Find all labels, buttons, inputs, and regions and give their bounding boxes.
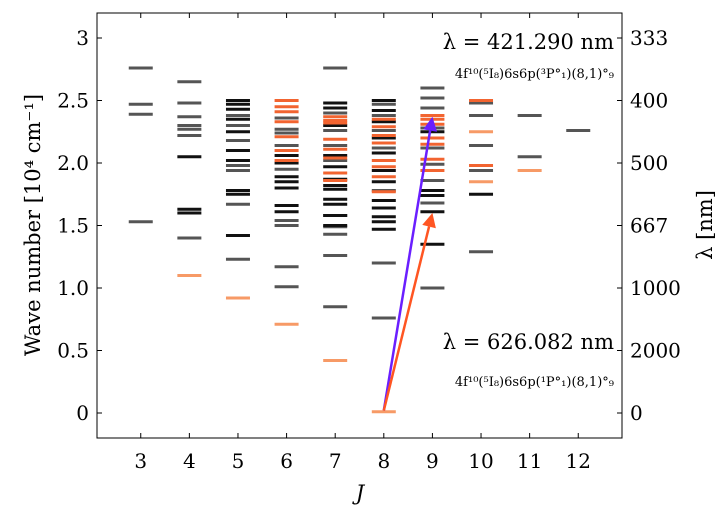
y-tick-label: 1.5 bbox=[57, 214, 89, 238]
y2-tick-label: 500 bbox=[630, 151, 668, 175]
purple-configuration-label: 4f¹⁰(⁵I₈)6s6p(³P°₁)(8,1)°₉ bbox=[455, 67, 614, 82]
x-tick-label: 4 bbox=[183, 449, 196, 473]
secondary-y-axis-label: λ [nm] bbox=[693, 190, 717, 260]
transition-arrow-line-purple bbox=[382, 130, 432, 411]
x-axis-label: J bbox=[352, 481, 366, 505]
red-configuration-label: 4f¹⁰(⁵I₈)6s6p(¹P°₁)(8,1)°₉ bbox=[455, 375, 614, 390]
transition-arrow-line-red bbox=[382, 226, 431, 411]
x-tick-label: 7 bbox=[329, 449, 342, 473]
purple-wavelength-label: λ = 421.290 nm bbox=[443, 30, 614, 54]
transition-arrows bbox=[382, 116, 438, 411]
level-marks bbox=[128, 66, 591, 414]
y-tick-label: 2.5 bbox=[57, 89, 89, 113]
x-tick-label: 5 bbox=[232, 449, 245, 473]
transition-arrowhead-purple bbox=[423, 116, 438, 132]
x-tick-label: 8 bbox=[377, 449, 390, 473]
x-tick-label: 3 bbox=[134, 449, 147, 473]
y-tick-label: 0 bbox=[76, 401, 89, 425]
y2-tick-label: 667 bbox=[630, 214, 668, 238]
y2-tick-label: 0 bbox=[630, 401, 643, 425]
y-tick-label: 2.0 bbox=[57, 151, 89, 175]
x-tick-label: 11 bbox=[517, 449, 542, 473]
y2-tick-label: 400 bbox=[630, 89, 668, 113]
y-tick-label: 0.5 bbox=[57, 339, 89, 363]
y2-tick-label: 333 bbox=[630, 26, 668, 50]
y2-tick-label: 2000 bbox=[630, 339, 681, 363]
x-tick-label: 6 bbox=[280, 449, 293, 473]
x-tick-label: 10 bbox=[468, 449, 493, 473]
transition-arrowhead-red bbox=[422, 213, 436, 229]
y-tick-label: 3 bbox=[76, 26, 89, 50]
y-tick-label: 1.0 bbox=[57, 276, 89, 300]
y2-tick-label: 1000 bbox=[630, 276, 681, 300]
x-tick-label: 9 bbox=[426, 449, 439, 473]
y-axis-label: Wave number [10⁴ cm⁻¹] bbox=[21, 94, 45, 356]
x-tick-label: 12 bbox=[566, 449, 591, 473]
red-wavelength-label: λ = 626.082 nm bbox=[443, 330, 614, 354]
